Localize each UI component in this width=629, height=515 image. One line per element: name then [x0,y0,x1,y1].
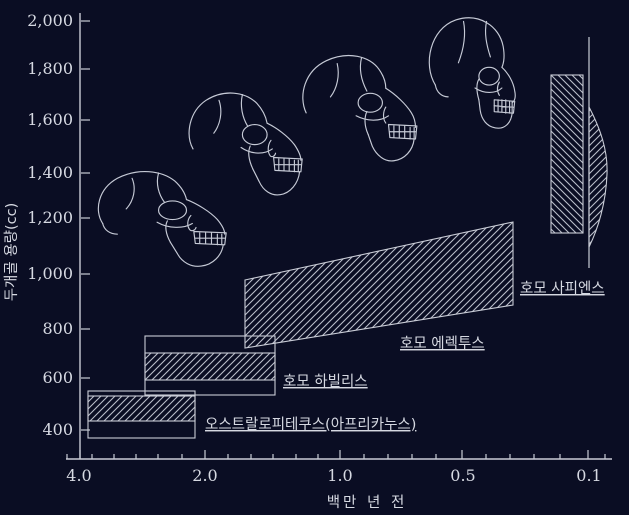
x-tick-label: 1.0 [327,466,352,485]
y-tick-labels: 2,000 1,800 1,600 1,400 1,200 1,000 800 … [27,11,73,439]
x-axis-major-ticks [79,450,589,459]
label-homo-sapiens: 호모 사피엔스 [520,280,605,297]
x-axis-title: 백만 년 전 [327,494,408,511]
x-tick-label: 2.0 [192,466,217,485]
y-tick-label: 1,800 [27,59,73,78]
y-axis-ticks [81,20,90,431]
y-tick-label: 1,600 [27,110,73,129]
label-homo-habilis: 호모 하빌리스 [283,373,368,390]
skull-drawing-homo-sapiens [429,18,515,128]
label-homo-erectus: 호모 에렉투스 [400,335,485,352]
x-tick-labels: 4.0 2.0 1.0 0.5 0.1 [66,466,601,485]
y-tick-label: 600 [42,368,73,387]
y-tick-label: 1,400 [27,163,73,182]
band-homo-sapiens [550,37,608,268]
skull-drawing-homo-erectus [303,56,417,161]
x-tick-label: 4.0 [66,466,91,485]
y-tick-label: 800 [42,319,73,338]
sapiens-distribution-lobe [588,106,608,248]
bar-homo-habilis [144,335,276,396]
bar-australopithecus [87,390,196,439]
y-axis-title: 두개골 용량(cc) [3,203,20,302]
skull-drawing-early-homo [189,93,302,195]
x-axis: 4.0 2.0 1.0 0.5 0.1 백만 년 전 [66,450,612,511]
x-axis-minor-ticks [66,454,606,459]
x-tick-label: 0.5 [450,466,475,485]
y-tick-label: 1,000 [27,264,73,283]
wedge-homo-erectus [244,221,514,349]
y-tick-label: 400 [42,420,73,439]
y-axis: 2,000 1,800 1,600 1,400 1,200 1,000 800 … [3,11,90,459]
skull-drawing-australopithecus [98,172,226,267]
label-australopithecus: 오스트랄로피테쿠스(아프리카누스) [205,416,416,433]
y-tick-label: 1,200 [27,208,73,227]
x-tick-label: 0.1 [576,466,601,485]
y-tick-label: 2,000 [27,11,73,30]
